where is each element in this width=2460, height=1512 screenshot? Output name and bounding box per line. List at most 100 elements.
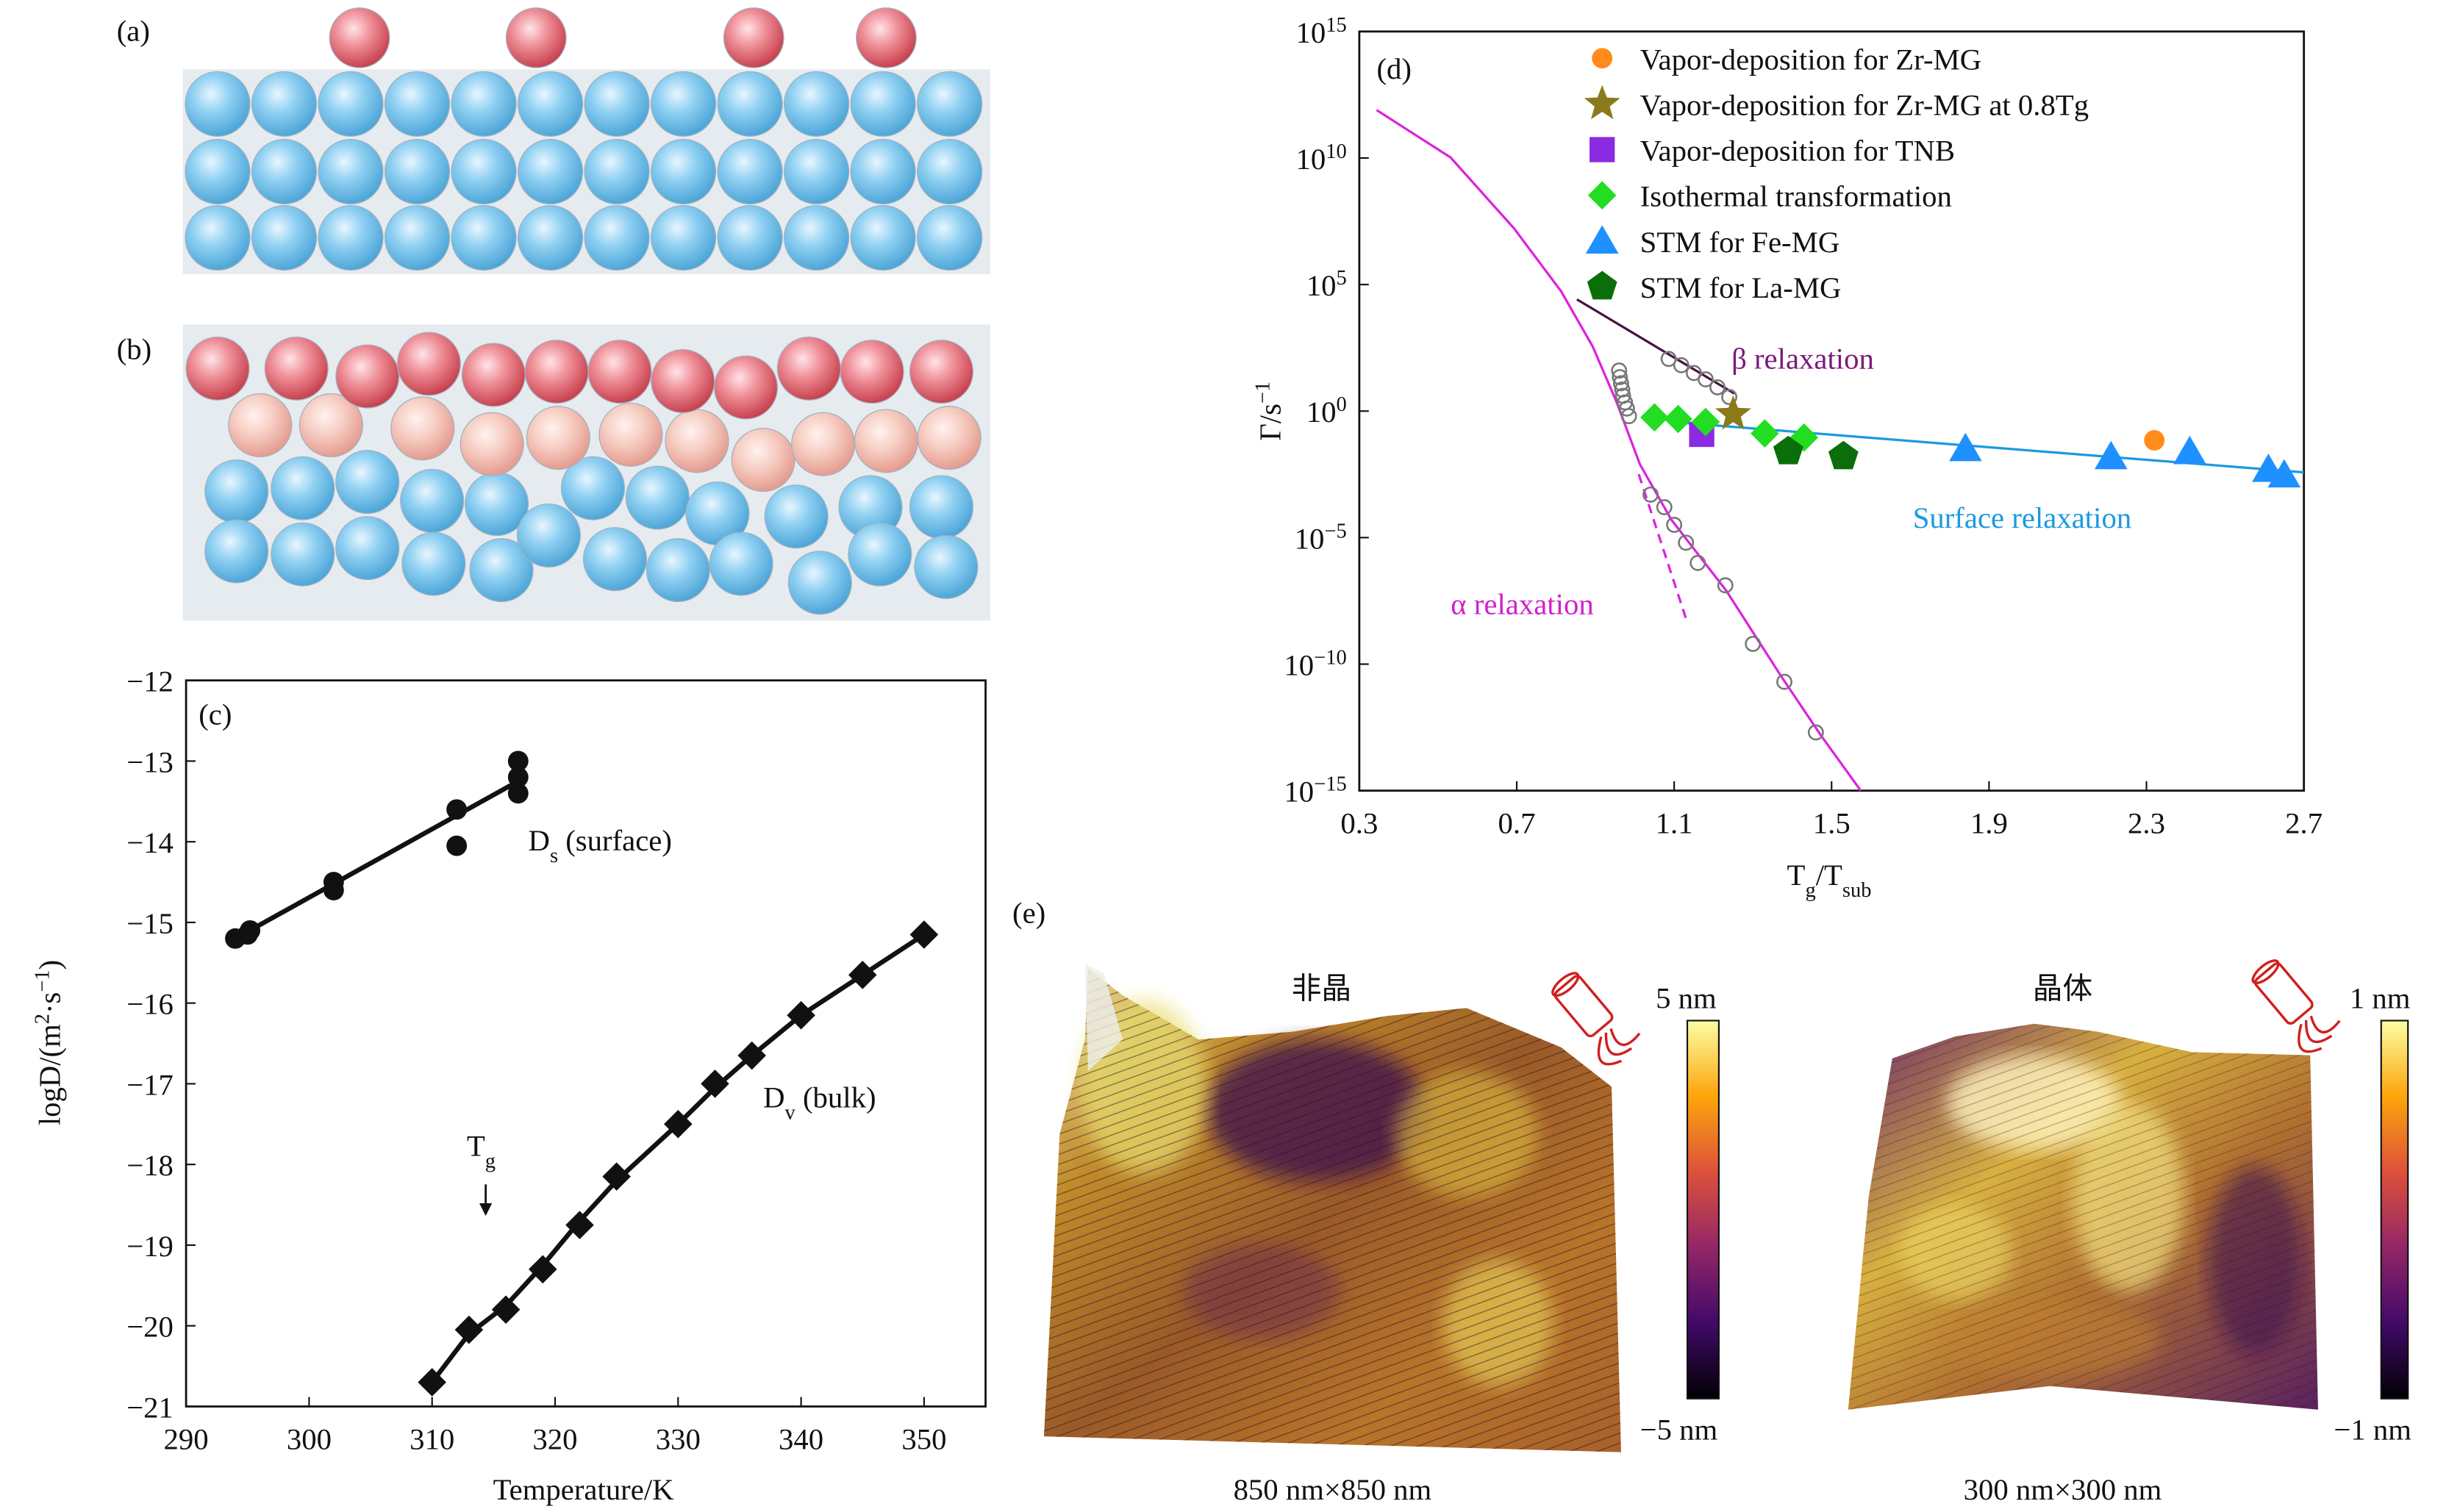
sphere bbox=[318, 71, 384, 137]
marker bbox=[1745, 636, 1762, 652]
sphere bbox=[384, 204, 451, 271]
sphere bbox=[505, 7, 567, 68]
text-part: Surface relaxation bbox=[1913, 501, 2131, 534]
text-part: (bulk) bbox=[795, 1081, 876, 1114]
sphere bbox=[524, 340, 589, 404]
sphere bbox=[584, 138, 650, 205]
text-part: 2 bbox=[31, 1014, 54, 1024]
sphere bbox=[384, 138, 451, 205]
panel-label: (e) bbox=[1012, 897, 1045, 930]
marker bbox=[1592, 48, 1613, 69]
sphere bbox=[651, 349, 715, 414]
sphere bbox=[461, 343, 526, 407]
sphere bbox=[185, 204, 251, 271]
sphere bbox=[584, 204, 650, 271]
sphere bbox=[469, 538, 534, 603]
marker bbox=[1664, 404, 1692, 434]
y-tick-label: 10−10 bbox=[1284, 646, 1346, 681]
sphere bbox=[298, 393, 363, 458]
text-part: logD/(m bbox=[33, 1024, 66, 1125]
x-tick-label: 1.9 bbox=[1970, 807, 2008, 840]
afm-image bbox=[1848, 1023, 2318, 1410]
sphere bbox=[665, 409, 729, 473]
text-part: v bbox=[785, 1101, 796, 1124]
text-part: ) bbox=[33, 960, 66, 970]
text-part: D bbox=[763, 1081, 784, 1114]
sphere bbox=[185, 336, 250, 401]
probe-icon bbox=[1551, 972, 1641, 1066]
colorbar-min: −1 nm bbox=[2334, 1413, 2411, 1446]
y-axis-label: logD/(m2·s−1) bbox=[31, 960, 67, 1125]
marker bbox=[1590, 137, 1615, 162]
y-tick-label: 100 bbox=[1306, 393, 1347, 429]
annotation: α relaxation bbox=[1451, 588, 1593, 621]
text-part: (surface) bbox=[558, 824, 672, 857]
sphere bbox=[516, 504, 581, 568]
marker bbox=[1587, 270, 1617, 300]
sphere bbox=[451, 71, 517, 137]
sphere bbox=[451, 204, 517, 271]
panel-label: (d) bbox=[1376, 52, 1412, 85]
marker bbox=[1640, 403, 1669, 432]
sphere bbox=[271, 456, 335, 520]
image-size: 850 nm×850 nm bbox=[1234, 1473, 1432, 1506]
marker bbox=[602, 1162, 631, 1191]
text-part: /T bbox=[1816, 859, 1842, 892]
marker bbox=[446, 835, 468, 856]
text-part: D bbox=[529, 824, 550, 857]
y-tick-label: 10−5 bbox=[1295, 520, 1347, 555]
colorbar-min: −5 nm bbox=[1640, 1413, 1718, 1446]
sphere bbox=[787, 551, 852, 615]
sphere bbox=[850, 204, 916, 271]
marker bbox=[1690, 554, 1706, 571]
annotation: Ds (surface) bbox=[529, 824, 672, 867]
y-tick-label: −21 bbox=[126, 1391, 174, 1424]
sphere bbox=[650, 204, 717, 271]
x-tick-label: 290 bbox=[164, 1422, 209, 1455]
sphere bbox=[185, 71, 251, 137]
sphere bbox=[517, 204, 584, 271]
fit-line bbox=[1576, 298, 1735, 395]
fit-line bbox=[1637, 473, 1689, 623]
text-part: ·s bbox=[33, 992, 66, 1014]
y-tick-label: −19 bbox=[126, 1230, 174, 1263]
marker bbox=[1620, 408, 1637, 425]
marker bbox=[1585, 225, 1619, 254]
sphere bbox=[264, 336, 329, 401]
sphere bbox=[228, 393, 293, 458]
marker bbox=[1678, 534, 1695, 551]
text-part: s bbox=[550, 845, 558, 867]
x-tick-label: 1.1 bbox=[1656, 807, 1693, 840]
sphere bbox=[850, 71, 916, 137]
sphere-layer bbox=[185, 7, 983, 615]
sphere bbox=[587, 340, 652, 404]
x-tick-label: 300 bbox=[287, 1422, 332, 1455]
x-tick-label: 310 bbox=[410, 1422, 454, 1455]
sphere bbox=[318, 138, 384, 205]
text-part: Γ/s bbox=[1254, 404, 1287, 441]
text-part: sub bbox=[1842, 879, 1872, 902]
marker bbox=[1642, 486, 1659, 503]
marker bbox=[1807, 724, 1824, 741]
marker bbox=[1611, 362, 1628, 379]
marker bbox=[1666, 517, 1683, 533]
sphere bbox=[390, 396, 455, 461]
marker bbox=[1721, 389, 1738, 406]
legend-label: STM for La-MG bbox=[1640, 271, 1842, 304]
sphere bbox=[731, 428, 795, 492]
x-tick-label: 320 bbox=[532, 1422, 577, 1455]
x-tick-label: 340 bbox=[779, 1422, 823, 1455]
sphere bbox=[854, 409, 918, 473]
y-tick-label: −16 bbox=[126, 988, 174, 1021]
text-part: β relaxation bbox=[1731, 342, 1874, 375]
sphere bbox=[517, 138, 584, 205]
text-part: g bbox=[485, 1150, 496, 1172]
marker bbox=[454, 1315, 484, 1344]
sphere bbox=[917, 204, 983, 271]
panel-label: (c) bbox=[199, 698, 232, 731]
sphere bbox=[204, 459, 269, 524]
legend-label: Vapor-deposition for TNB bbox=[1640, 135, 1955, 168]
sphere bbox=[909, 340, 974, 404]
marker bbox=[507, 750, 529, 772]
